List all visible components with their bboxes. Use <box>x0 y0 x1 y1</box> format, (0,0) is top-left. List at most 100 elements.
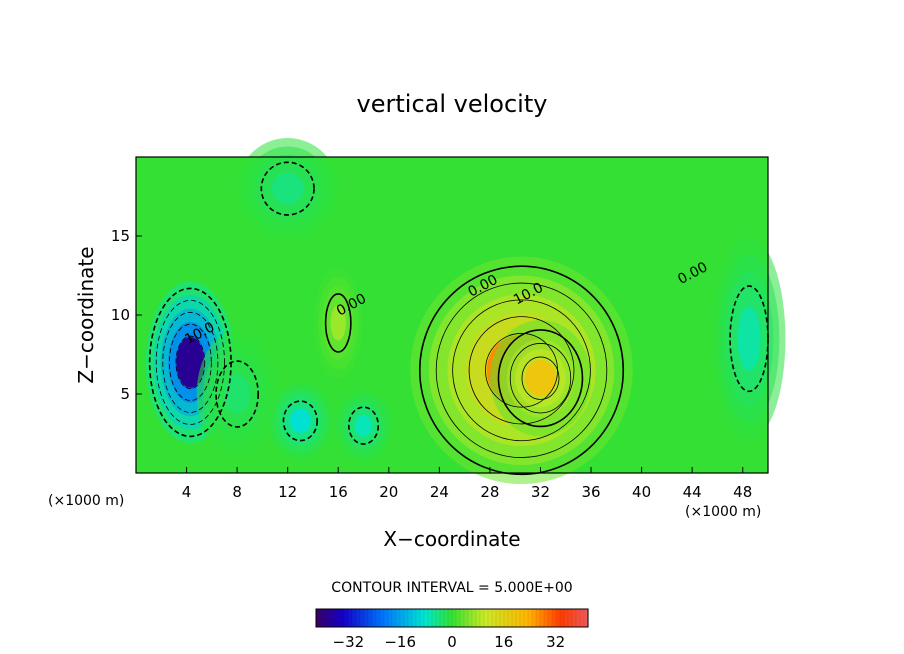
contour-0-2 <box>155 299 225 425</box>
colorbar-swatch-12 <box>363 608 369 628</box>
x-tick-label-7: 32 <box>531 483 550 501</box>
colorbar-swatch-17 <box>383 608 389 628</box>
x-axis-label: X−coordinate <box>383 527 520 551</box>
colorbar-swatch-47 <box>503 608 509 628</box>
contour-0-3 <box>162 311 219 413</box>
field-core-1 <box>290 409 311 433</box>
colorbar-swatch-34 <box>451 608 457 628</box>
contour-2-4 <box>468 316 575 425</box>
y-tick-label-1: 10 <box>111 306 130 324</box>
colorbar-tick-label-0: −32 <box>333 633 365 651</box>
colorbar-swatch-35 <box>455 608 461 628</box>
x-tick-label-3: 16 <box>329 483 348 501</box>
colorbar-swatch-9 <box>351 608 357 628</box>
colorbar-swatch-53 <box>527 608 533 628</box>
colorbar-swatch-48 <box>507 608 513 628</box>
x-tick-label-4: 20 <box>379 483 398 501</box>
colorbar-swatch-42 <box>483 608 489 628</box>
contour-7-1 <box>260 161 315 216</box>
colorbar-swatch-26 <box>419 608 425 628</box>
colorbar-swatch-25 <box>415 608 421 628</box>
colorbar-swatch-37 <box>463 608 469 628</box>
x-tick-label-6: 28 <box>480 483 499 501</box>
contour-2-2 <box>435 282 608 458</box>
colorbar-swatch-18 <box>387 608 393 628</box>
field-core-6 <box>330 305 346 341</box>
contour-3-3 <box>521 356 560 400</box>
colorbar-swatch-8 <box>347 608 353 628</box>
colorbar-swatch-4 <box>331 608 337 628</box>
x-axis-ticks: 4 8 12 16 20 24 28 32 36 40 44 48 <box>182 467 752 501</box>
colorbar-swatch-5 <box>335 608 341 628</box>
colorbar-swatch-29 <box>431 608 437 628</box>
colorbar-swatch-58 <box>547 608 553 628</box>
x-tick-label-2: 12 <box>278 483 297 501</box>
colorbar-swatch-62 <box>563 608 569 628</box>
colorbar-swatch-63 <box>567 608 573 628</box>
colorbar-swatch-0 <box>315 608 321 628</box>
colorbar-swatch-30 <box>435 608 441 628</box>
colorbar-swatch-40 <box>475 608 481 628</box>
colorbar-swatch-7 <box>343 608 349 628</box>
colorbar-swatch-16 <box>379 608 385 628</box>
colorbar-swatch-46 <box>499 608 505 628</box>
colorbar-swatches <box>315 608 589 628</box>
colorbar-swatch-59 <box>551 608 557 628</box>
chart-title: vertical velocity <box>357 90 548 118</box>
colorbar-swatch-19 <box>391 608 397 628</box>
colorbar-swatch-28 <box>427 608 433 628</box>
field-core-4 <box>354 414 373 437</box>
x-tick-label-8: 36 <box>581 483 600 501</box>
x-tick-label-9: 40 <box>632 483 651 501</box>
colorbar-swatch-44 <box>491 608 497 628</box>
colorbar-swatch-51 <box>519 608 525 628</box>
field-core-8 <box>224 374 250 414</box>
colorbar-swatch-27 <box>423 608 429 628</box>
colorbar-swatch-56 <box>539 608 545 628</box>
colorbar-swatch-50 <box>515 608 521 628</box>
field-core-3 <box>524 360 557 397</box>
field-core-5 <box>737 307 761 371</box>
colorbar-swatch-11 <box>359 608 365 628</box>
colorbar-swatch-36 <box>459 608 465 628</box>
colorbar-tick-label-1: −16 <box>384 633 416 651</box>
x-tick-label-11: 48 <box>733 483 752 501</box>
x-unit-left: (×1000 m) <box>48 493 124 509</box>
y-tick-label-0: 5 <box>120 385 130 403</box>
colorbar-swatch-65 <box>575 608 581 628</box>
colorbar: −32 −16 0 16 32 <box>315 608 589 651</box>
colorbar-swatch-15 <box>375 608 381 628</box>
contour-0-5 <box>175 335 206 389</box>
contour-2-1 <box>418 265 625 476</box>
colorbar-swatch-2 <box>323 608 329 628</box>
x-tick-label-5: 24 <box>430 483 449 501</box>
colorbar-swatch-22 <box>403 608 409 628</box>
contour-interval-text: CONTOUR INTERVAL = 5.000E+00 <box>331 580 572 596</box>
colorbar-swatch-24 <box>411 608 417 628</box>
x-tick-label-10: 44 <box>683 483 702 501</box>
colorbar-swatch-10 <box>355 608 361 628</box>
field-core-0 <box>176 337 205 388</box>
colorbar-swatch-38 <box>467 608 473 628</box>
y-tick-label-2: 15 <box>111 227 130 245</box>
field-core-7 <box>271 172 304 205</box>
colorbar-swatch-13 <box>367 608 373 628</box>
y-axis-label: Z−coordinate <box>74 246 98 383</box>
x-tick-label-1: 8 <box>232 483 242 501</box>
colorbar-tick-label-3: 16 <box>494 633 513 651</box>
colorbar-swatch-45 <box>495 608 501 628</box>
y-axis-ticks: 5 10 15 <box>111 227 142 403</box>
colorbar-swatch-54 <box>531 608 537 628</box>
colorbar-swatch-60 <box>555 608 561 628</box>
colorbar-swatch-57 <box>543 608 549 628</box>
colorbar-swatch-39 <box>471 608 477 628</box>
colorbar-swatch-6 <box>339 608 345 628</box>
colorbar-swatch-49 <box>511 608 517 628</box>
contour-2-3 <box>452 299 591 442</box>
colorbar-swatch-20 <box>395 608 401 628</box>
colorbar-swatch-21 <box>399 608 405 628</box>
colorbar-swatch-3 <box>327 608 333 628</box>
x-tick-label-0: 4 <box>182 483 192 501</box>
colorbar-swatch-32 <box>443 608 449 628</box>
